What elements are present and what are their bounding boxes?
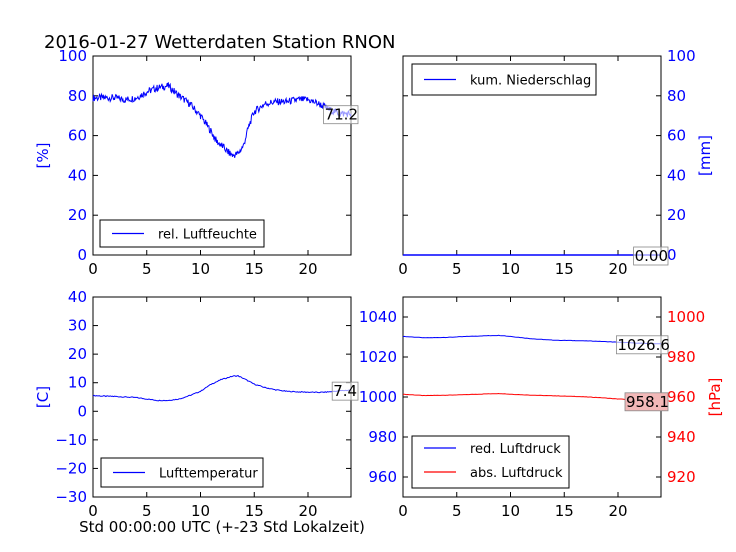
x-tick-label: 0	[398, 260, 408, 278]
x-tick-label: 15	[245, 260, 264, 278]
y-tick-label: 40	[68, 288, 87, 306]
y-axis-label: [C]	[34, 386, 52, 408]
y-axis-label: [hPa]	[706, 378, 724, 417]
legend-label: kum. Niederschlag	[470, 74, 591, 89]
series-line-1	[92, 375, 352, 402]
y-tick-label: 960	[667, 388, 696, 406]
y-tick-label: 80	[68, 87, 87, 105]
x-tick-label: 20	[608, 502, 627, 520]
legend-label: Lufttemperatur	[159, 467, 258, 482]
y-tick-label: 0	[77, 246, 87, 264]
y-tick-label: 0	[77, 402, 87, 420]
y-tick-label: 30	[68, 317, 87, 335]
x-tick-label: 0	[88, 260, 98, 278]
y-tick-label: 960	[368, 468, 397, 486]
x-tick-label: 15	[555, 502, 574, 520]
value-annotation: 0.00	[635, 247, 668, 265]
value-annotation: 71.2	[325, 106, 358, 124]
y-tick-label: 20	[68, 206, 87, 224]
y-tick-label: 40	[68, 166, 87, 184]
x-axis-label: Std 00:00:00 UTC (+-23 Std Lokalzeit)	[79, 518, 365, 536]
x-tick-label: 20	[298, 502, 317, 520]
y-axis-label: [mm]	[696, 135, 714, 176]
y-tick-label: 980	[667, 348, 696, 366]
x-tick-label: 15	[245, 502, 264, 520]
y-tick-label: 920	[667, 468, 696, 486]
y-tick-label: −20	[55, 459, 87, 477]
y-axis-label: [%]	[34, 143, 52, 169]
y-tick-label: 0	[667, 246, 677, 264]
plot-frame	[92, 55, 352, 256]
x-tick-label: 5	[452, 260, 462, 278]
x-tick-label: 20	[608, 260, 627, 278]
x-tick-label: 10	[501, 502, 520, 520]
y-tick-label: 20	[68, 345, 87, 363]
x-tick-label: 15	[555, 260, 574, 278]
value-annotation: 958.1	[626, 393, 669, 411]
legend-label: red. Luftdruck	[470, 442, 561, 457]
y-tick-label: 940	[667, 428, 696, 446]
value-annotation-box	[624, 392, 669, 412]
y-tick-label: −10	[55, 431, 87, 449]
x-tick-label: 0	[88, 502, 98, 520]
x-tick-label: 5	[452, 502, 462, 520]
y-tick-label: 40	[667, 166, 686, 184]
x-tick-label: 10	[501, 260, 520, 278]
precipitation-panel: 0 5 10 15 20 0 20 40 60 80 100 [mm] 0.00 kum. Nieders…	[398, 47, 714, 278]
y-tick-label: 1040	[359, 308, 397, 326]
y-tick-label: 10	[68, 374, 87, 392]
y-tick-label: −30	[55, 488, 87, 506]
x-tick-label: 5	[142, 502, 152, 520]
x-tick-label: 10	[191, 502, 210, 520]
y-tick-label: 1000	[359, 388, 397, 406]
value-annotation-box	[331, 381, 359, 401]
humidity-panel: 0 5 10 15 20 0 20 40 60 80 100 [%] 71.2 rel. Luftfeuc…	[34, 47, 359, 278]
y-tick-label: 60	[667, 127, 686, 145]
series-line-2	[402, 392, 662, 402]
figure-title: 2016-01-27 Wetterdaten Station RNON	[44, 32, 395, 53]
x-tick-label: 0	[398, 502, 408, 520]
value-annotation-box	[633, 246, 669, 266]
temperature-panel: 0 5 10 15 20 −30 −20 −10 0 10 20 30 40 [C] 7.4 Lufttemp…	[34, 288, 359, 520]
value-annotation-box	[323, 105, 359, 125]
value-annotation: 1026.6	[617, 336, 670, 354]
y-tick-label: 1000	[667, 308, 705, 326]
x-tick-label: 5	[142, 260, 152, 278]
y-tick-label: 100	[667, 47, 696, 65]
y-tick-label: 60	[68, 127, 87, 145]
y-tick-label: 100	[58, 47, 87, 65]
y-tick-label: 20	[667, 206, 686, 224]
legend-label: abs. Luftdruck	[470, 466, 563, 481]
y-tick-label: 80	[667, 87, 686, 105]
value-annotation-box	[616, 335, 669, 355]
legend-box	[411, 435, 570, 489]
y-tick-label: 1020	[359, 348, 397, 366]
x-tick-label: 20	[298, 260, 317, 278]
pressure-panel: 0 5 10 15 2096098010001020104092094096098010…	[359, 296, 724, 520]
value-annotation: 7.4	[333, 382, 357, 400]
series-line-1	[92, 82, 352, 158]
x-tick-label: 10	[191, 260, 210, 278]
legend-label: rel. Luftfeuchte	[158, 228, 257, 243]
y-tick-label: 980	[368, 428, 397, 446]
